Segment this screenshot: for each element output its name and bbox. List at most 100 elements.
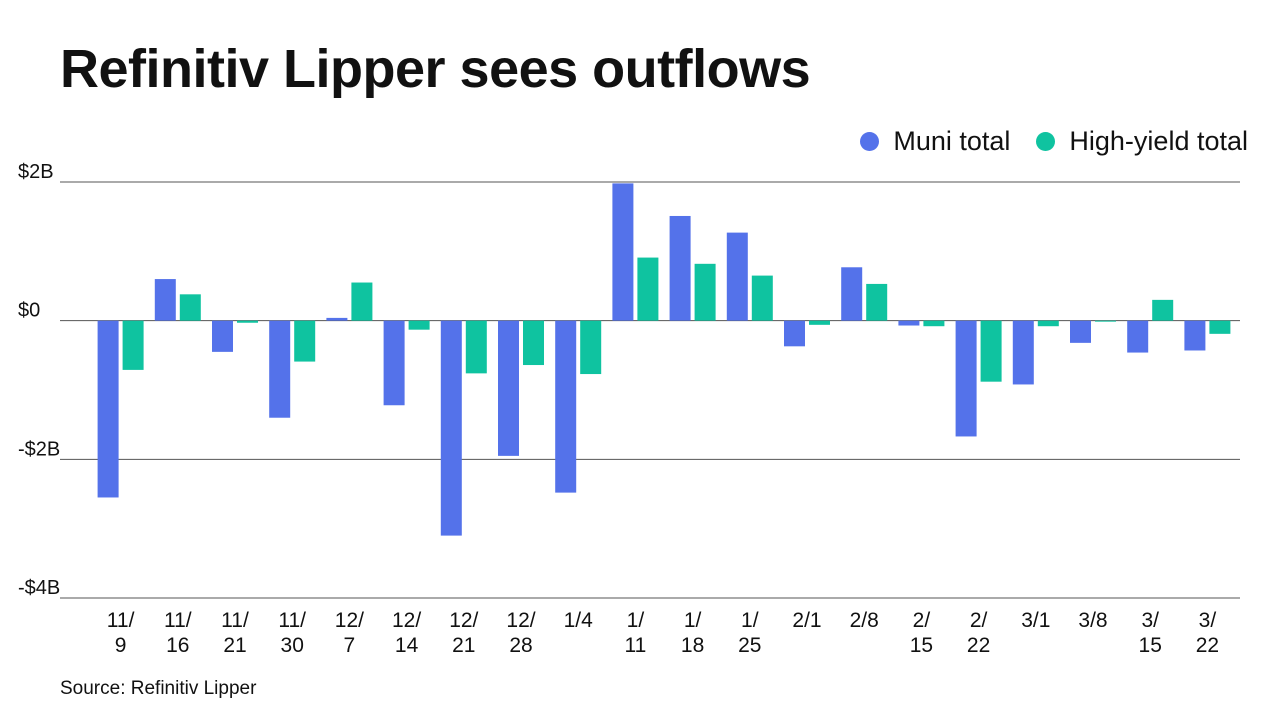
- x-tick-label-line: 11/: [107, 609, 135, 632]
- bar-muni: [97, 320, 119, 498]
- x-tick-label: 3/22: [1196, 609, 1219, 657]
- legend-item-high-yield: High-yield total: [1036, 126, 1248, 157]
- x-tick-label: 11/30: [278, 609, 306, 657]
- x-tick-label: 1/11: [624, 609, 646, 657]
- chart-title: Refinitiv Lipper sees outflows: [60, 39, 811, 99]
- bar-high-yield: [465, 320, 487, 374]
- legend-label-high-yield: High-yield total: [1069, 126, 1248, 156]
- x-tick-label-line: 12/: [335, 609, 364, 632]
- bar-high-yield: [866, 283, 888, 321]
- x-tick-label: 1/25: [738, 609, 761, 657]
- x-tick-label: 2/1: [792, 609, 821, 632]
- bar-muni: [784, 320, 805, 347]
- bar-muni: [1184, 320, 1206, 351]
- bar-muni: [212, 320, 233, 352]
- bar-high-yield: [694, 263, 716, 321]
- bar-high-yield: [1209, 320, 1231, 334]
- x-tick-label: 12/7: [335, 609, 364, 657]
- x-tick-label: 1/18: [681, 609, 704, 657]
- bar-muni: [841, 267, 863, 321]
- legend-swatch-muni: [860, 132, 880, 151]
- bar-high-yield: [809, 320, 830, 325]
- x-tick-label-line: 18: [681, 634, 704, 657]
- x-tick-label-line: 22: [967, 634, 990, 657]
- x-tick-label-line: 9: [115, 634, 127, 657]
- bar-high-yield: [580, 320, 602, 375]
- bar-muni: [555, 320, 577, 493]
- x-tick-label-line: 2/: [970, 609, 988, 632]
- x-tick-label-line: 1/: [741, 609, 759, 632]
- x-tick-label-line: 3/: [1199, 609, 1217, 632]
- x-tick-label-line: 3/: [1141, 609, 1159, 632]
- y-tick-label: -$2B: [18, 438, 60, 460]
- bar-high-yield: [1152, 299, 1174, 321]
- bar-high-yield: [351, 282, 373, 321]
- x-tick-label-line: 12/: [449, 609, 478, 632]
- x-tick-label-line: 12/: [392, 609, 421, 632]
- bar-high-yield: [408, 320, 430, 330]
- legend-label-muni: Muni total: [893, 126, 1011, 156]
- x-tick-label-line: 28: [509, 634, 532, 657]
- x-tick-label-line: 16: [166, 634, 189, 657]
- x-tick-label-line: 1/4: [564, 609, 594, 632]
- x-tick-label-line: 15: [1139, 634, 1162, 657]
- x-tick-label-line: 11/: [221, 609, 249, 632]
- x-tick-label: 3/15: [1139, 609, 1162, 657]
- x-tick-label: 11/9: [107, 609, 135, 657]
- x-tick-label-line: 2/1: [792, 609, 821, 632]
- x-tick-label-line: 22: [1196, 634, 1219, 657]
- x-tick-label-line: 15: [910, 634, 933, 657]
- bar-muni: [154, 279, 176, 321]
- bar-muni: [955, 320, 977, 437]
- bar-muni: [1127, 320, 1149, 353]
- x-tick-label: 11/21: [221, 609, 249, 657]
- x-tick-label-line: 2/: [913, 609, 931, 632]
- bar-high-yield: [637, 257, 659, 321]
- bar-high-yield: [923, 320, 945, 327]
- x-tick-label: 12/28: [506, 609, 535, 657]
- x-tick-label: 11/16: [164, 609, 192, 657]
- x-tick-label: 3/1: [1021, 609, 1050, 632]
- x-tick-label-line: 11/: [164, 609, 192, 632]
- x-tick-label: 2/15: [910, 609, 933, 657]
- bar-muni: [1070, 320, 1091, 343]
- bar-high-yield: [122, 320, 144, 370]
- bar-muni: [898, 320, 920, 326]
- x-tick-label-line: 25: [738, 634, 761, 657]
- bar-muni: [326, 317, 348, 321]
- bar-high-yield: [294, 320, 316, 362]
- bar-muni: [383, 320, 405, 406]
- x-tick-label-line: 7: [344, 634, 356, 657]
- x-tick-label: 3/8: [1078, 609, 1107, 632]
- legend-item-muni: Muni total: [860, 126, 1010, 157]
- y-tick-label: -$4B: [18, 577, 60, 599]
- bar-high-yield: [523, 320, 544, 366]
- y-tick-label: $0: [18, 300, 40, 322]
- legend: Muni total High-yield total: [834, 126, 1248, 157]
- bar-muni: [440, 320, 462, 536]
- x-tick-label-line: 3/1: [1021, 609, 1050, 632]
- bar-high-yield: [237, 320, 258, 323]
- x-tick-label-line: 30: [281, 634, 304, 657]
- x-tick-label: 12/14: [392, 609, 421, 657]
- x-tick-label-line: 12/: [506, 609, 535, 632]
- x-tick-label-line: 21: [452, 634, 475, 657]
- x-tick-label-line: 14: [395, 634, 419, 657]
- bar-muni: [1012, 320, 1034, 385]
- x-tick-label-line: 11: [624, 634, 646, 657]
- x-tick-label-line: 2/8: [850, 609, 879, 632]
- bar-muni: [726, 232, 748, 321]
- bar-muni: [669, 215, 691, 321]
- x-tick-label: 2/22: [967, 609, 990, 657]
- legend-swatch-high-yield: [1036, 132, 1056, 151]
- x-tick-label-line: 1/: [684, 609, 702, 632]
- x-tick-label: 2/8: [850, 609, 879, 632]
- bar-muni: [498, 320, 519, 456]
- x-tick-label: 12/21: [449, 609, 478, 657]
- bar-high-yield: [751, 275, 773, 321]
- x-tick-label-line: 3/8: [1078, 609, 1107, 632]
- y-tick-label: $2B: [18, 161, 54, 183]
- bar-high-yield: [1095, 320, 1116, 322]
- x-tick-label-line: 1/: [627, 609, 645, 632]
